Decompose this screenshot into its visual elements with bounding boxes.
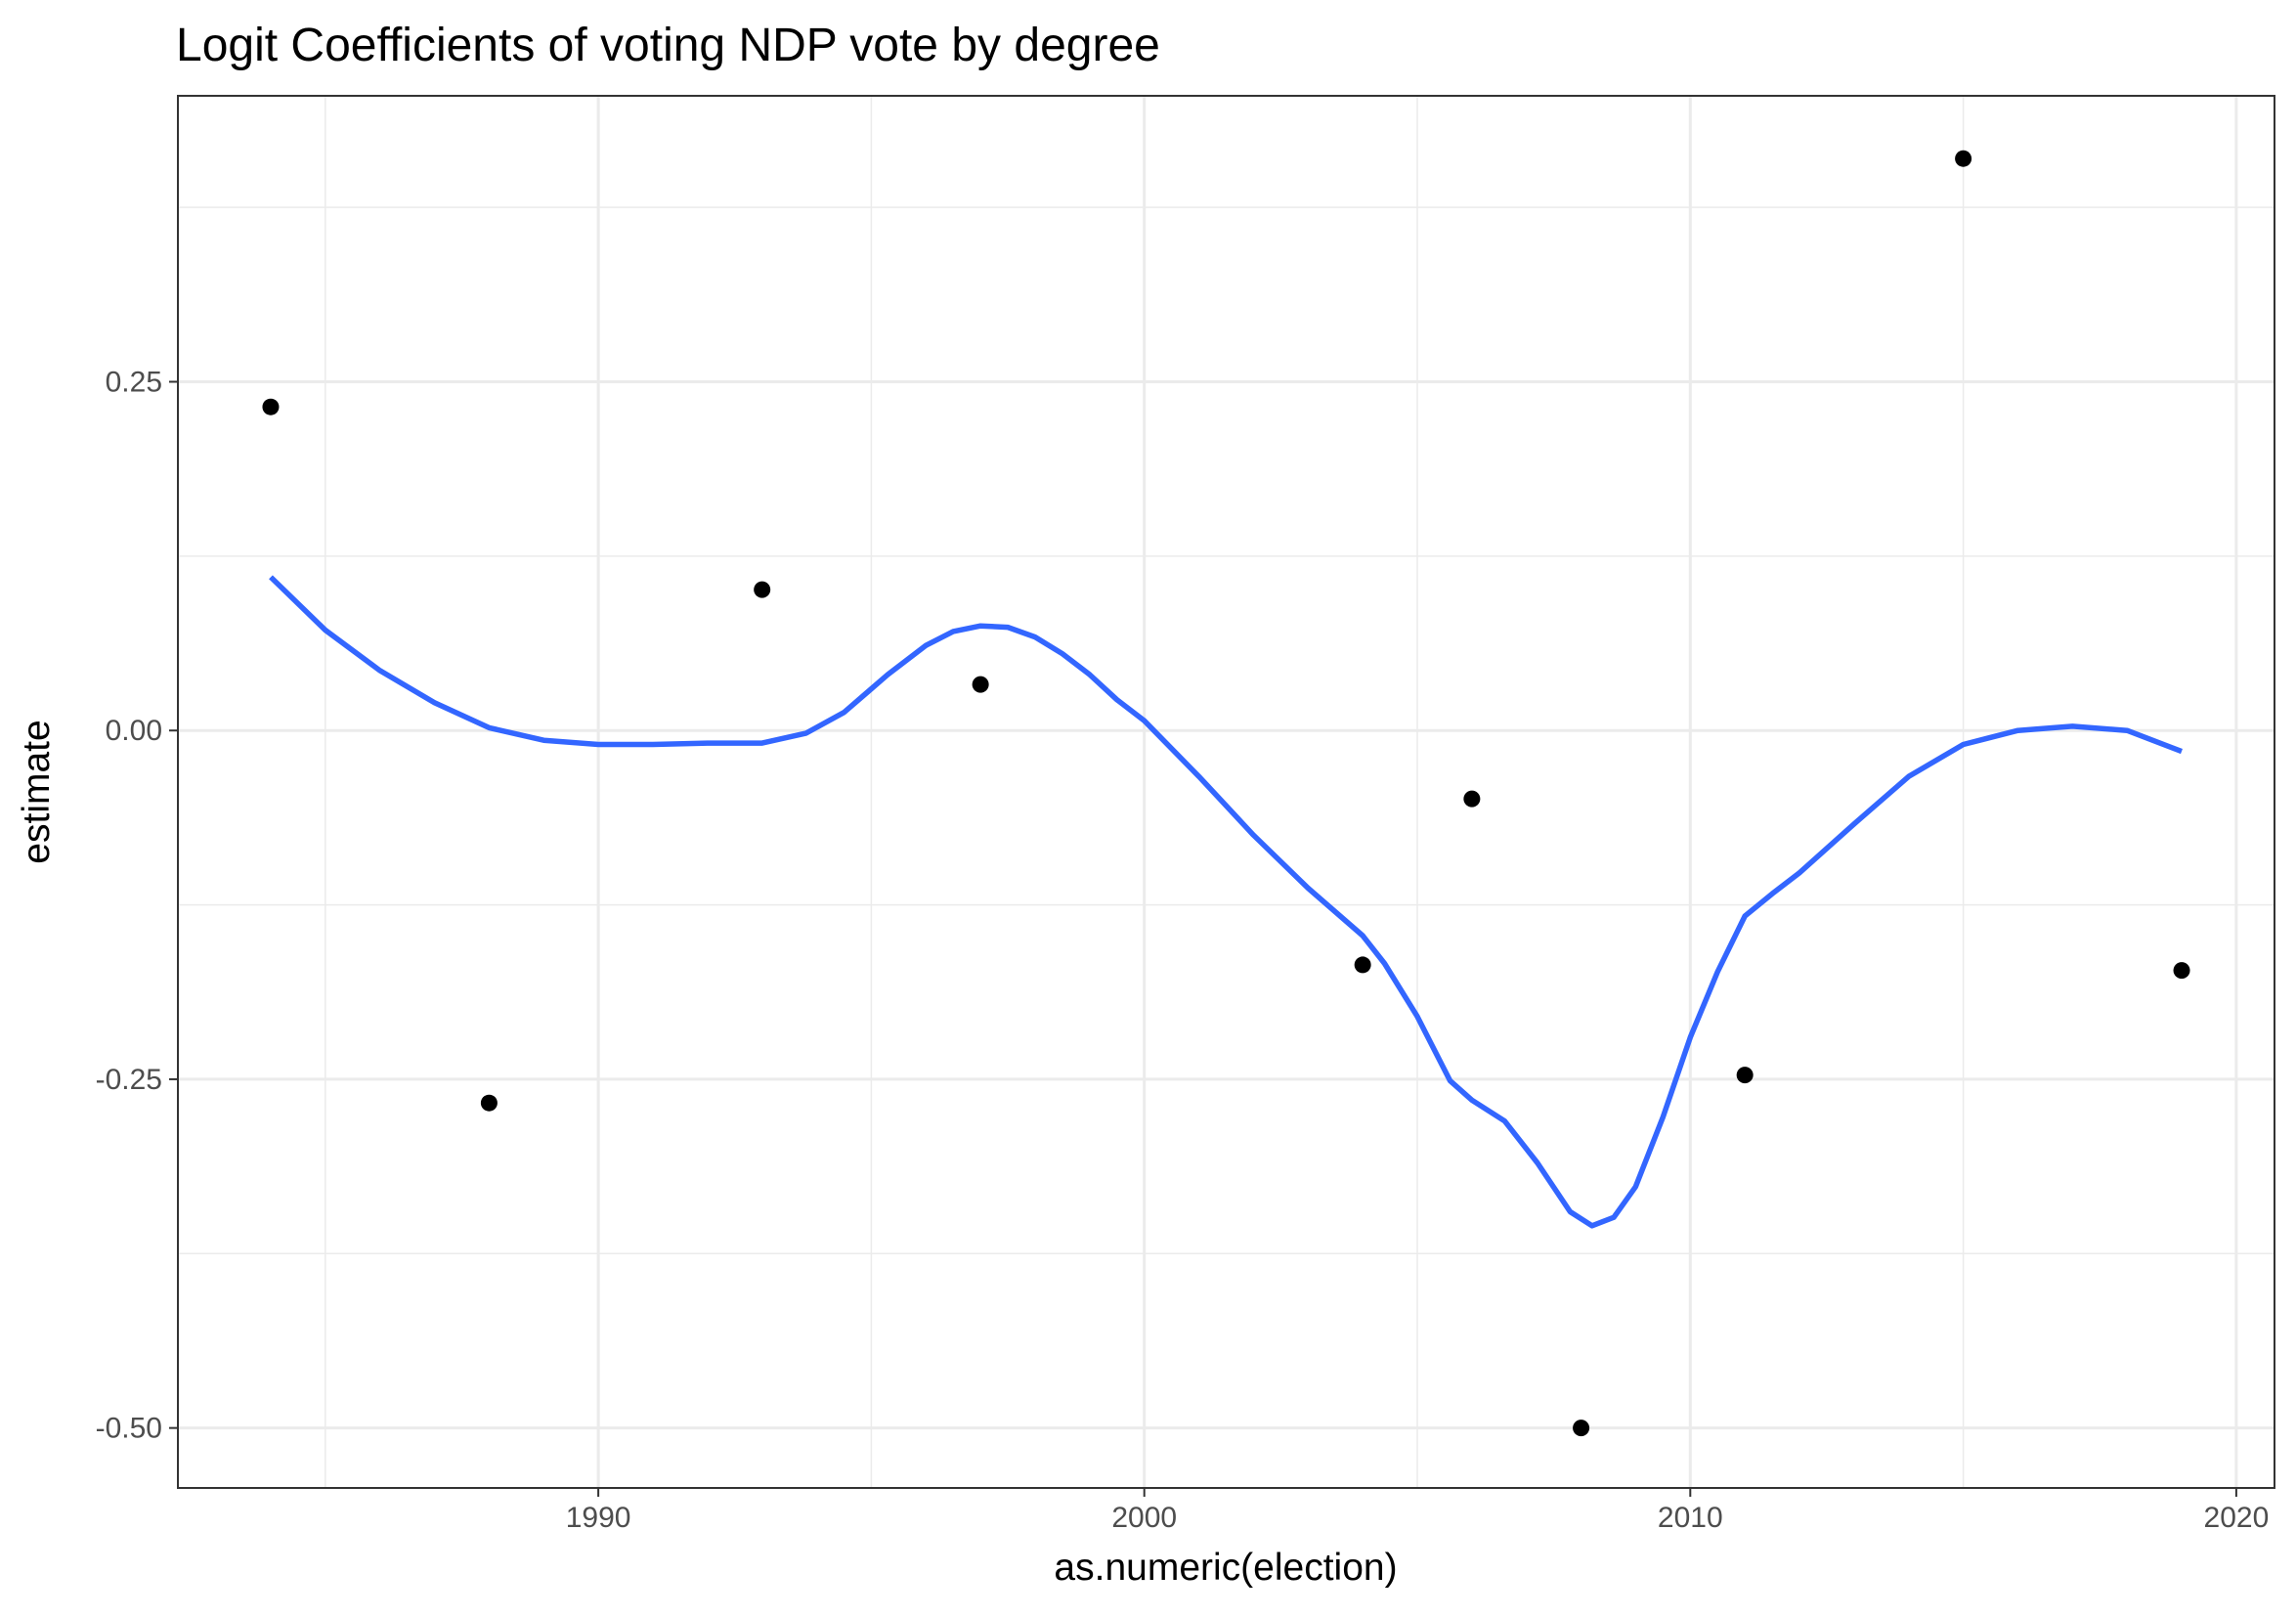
data-point <box>262 398 280 415</box>
data-point <box>1736 1067 1754 1084</box>
major-gridlines <box>178 96 2274 1488</box>
data-point <box>972 676 989 693</box>
x-tick-label: 1990 <box>566 1502 631 1534</box>
plot-panel-border <box>177 95 2275 1489</box>
data-point <box>1463 790 1481 808</box>
smooth-layer <box>269 575 2183 1229</box>
data-point <box>480 1094 498 1112</box>
y-axis-title: estimate <box>16 720 58 863</box>
y-tick-label: 0.00 <box>106 715 162 747</box>
points-layer <box>262 150 2190 1437</box>
data-point <box>1573 1420 1590 1437</box>
y-tick-label: -0.25 <box>96 1064 162 1096</box>
smooth-line <box>269 575 2183 1229</box>
x-tick-label: 2000 <box>1111 1502 1177 1534</box>
x-tick-label: 2010 <box>1658 1502 1723 1534</box>
data-point <box>1955 150 1972 167</box>
data-point <box>2173 962 2190 980</box>
y-axis: 0.25 0.00 -0.25 -0.50 <box>96 367 178 1445</box>
chart-title: Logit Coefficients of voting NDP vote by… <box>176 20 1160 71</box>
x-axis-title: as.numeric(election) <box>1054 1547 1397 1589</box>
data-point <box>754 581 771 598</box>
x-tick-label: 2020 <box>2204 1502 2270 1534</box>
y-tick-label: 0.25 <box>106 367 162 399</box>
x-axis: 1990 2000 2010 2020 <box>566 1488 2270 1534</box>
y-tick-label: -0.50 <box>96 1413 162 1445</box>
data-point <box>1354 956 1371 974</box>
minor-gridlines <box>178 96 2274 1488</box>
